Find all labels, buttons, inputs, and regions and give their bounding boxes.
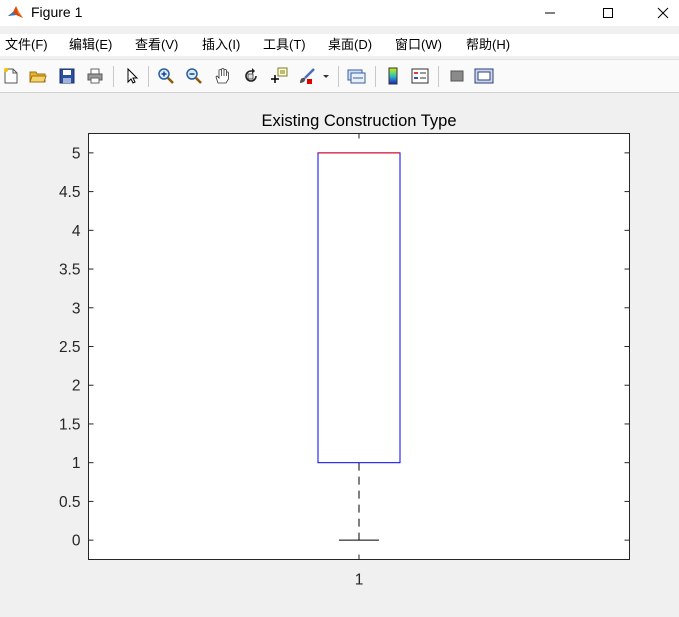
y-tick-label: 1: [72, 455, 81, 472]
menu-edit[interactable]: 编辑(E): [69, 37, 113, 52]
figure-toolbar: [0, 59, 679, 93]
print-button[interactable]: [84, 65, 106, 87]
open-file-icon: [29, 71, 47, 83]
menu-window[interactable]: 窗口(W): [395, 37, 442, 52]
brush-dropdown-button[interactable]: [319, 65, 333, 87]
edit-plot-button[interactable]: [121, 65, 143, 87]
zoom-in-button[interactable]: [155, 65, 177, 87]
insert-legend-button[interactable]: [409, 65, 431, 87]
insert-colorbar-button[interactable]: [382, 65, 404, 87]
y-tick-label: 1.5: [59, 416, 81, 433]
pan-hand-icon: [215, 68, 229, 84]
x-tick-label: 1: [355, 572, 364, 589]
y-tick-label: 4.5: [59, 184, 81, 201]
y-tick-label: 0.5: [59, 494, 81, 511]
y-tick-label: 2: [72, 378, 81, 395]
plot-title: Existing Construction Type: [261, 112, 456, 130]
toolbar-separator: [338, 66, 339, 87]
menu-bar: 文件(F) 编辑(E) 查看(V) 插入(I) 工具(T) 桌面(D) 窗口(W…: [0, 34, 679, 56]
hide-plot-tools-button[interactable]: [446, 65, 468, 87]
new-figure-button[interactable]: [0, 65, 22, 87]
new-figure-icon: [4, 68, 18, 84]
maximize-button[interactable]: [585, 0, 631, 26]
brush-button[interactable]: [296, 65, 318, 87]
menu-file[interactable]: 文件(F): [5, 37, 48, 52]
brush-icon: [300, 68, 315, 84]
insert-colorbar-icon: [388, 67, 398, 85]
matlab-logo-icon: [7, 4, 24, 21]
show-plot-tools-icon: [474, 68, 494, 84]
menu-insert[interactable]: 插入(I): [202, 37, 241, 52]
box-series: [317, 152, 401, 541]
menu-tools[interactable]: 工具(T): [263, 37, 306, 52]
link-plot-button[interactable]: [345, 65, 367, 87]
zoom-in-icon: [158, 68, 174, 84]
data-cursor-button[interactable]: [268, 65, 290, 87]
toolbar-separator: [113, 66, 114, 87]
minimize-button[interactable]: [527, 0, 573, 26]
plot-axes-frame: [88, 133, 630, 560]
hide-plot-tools-icon: [450, 70, 464, 82]
close-button[interactable]: [640, 0, 679, 26]
toolbar-separator: [148, 66, 149, 87]
y-tick-label: 5: [72, 145, 81, 162]
link-plot-icon: [347, 69, 366, 84]
y-tick-label: 3: [72, 300, 81, 317]
edit-plot-arrow-icon: [127, 67, 139, 84]
rotate-3d-button[interactable]: [240, 65, 262, 87]
print-icon: [87, 68, 103, 84]
x-axis: 1: [355, 133, 364, 589]
pan-button[interactable]: [211, 65, 233, 87]
data-cursor-icon: [271, 67, 288, 83]
insert-legend-icon: [411, 68, 429, 84]
menu-help[interactable]: 帮助(H): [466, 37, 511, 52]
chevron-down-icon: [323, 75, 329, 78]
toolbar-separator: [375, 66, 376, 87]
save-button[interactable]: [56, 65, 78, 87]
y-tick-label: 2.5: [59, 339, 81, 356]
show-plot-tools-button[interactable]: [473, 65, 495, 87]
zoom-out-icon: [186, 68, 202, 84]
close-icon: [657, 7, 669, 19]
minimize-icon: [545, 12, 555, 14]
menu-desktop[interactable]: 桌面(D): [328, 37, 373, 52]
y-axis: 0 0.5 1 1.5 2 2.5 3 3.5 4 4.5 5: [59, 145, 630, 550]
zoom-out-button[interactable]: [183, 65, 205, 87]
y-tick-label: 4: [72, 223, 81, 240]
maximize-icon: [603, 8, 613, 18]
y-tick-label: 0: [72, 533, 81, 550]
toolbar-separator: [438, 66, 439, 87]
window-title: Figure 1: [31, 4, 83, 20]
open-file-button[interactable]: [27, 65, 49, 87]
y-tick-label: 3.5: [59, 262, 81, 279]
rotate-3d-icon: [245, 68, 257, 82]
box-plot-figure: Existing Construction Type 0 0.5 1 1.5 2 2.5 3…: [59, 112, 630, 589]
menu-view[interactable]: 查看(V): [135, 37, 179, 52]
save-icon: [59, 68, 75, 84]
window-titlebar: Figure 1: [0, 0, 679, 26]
